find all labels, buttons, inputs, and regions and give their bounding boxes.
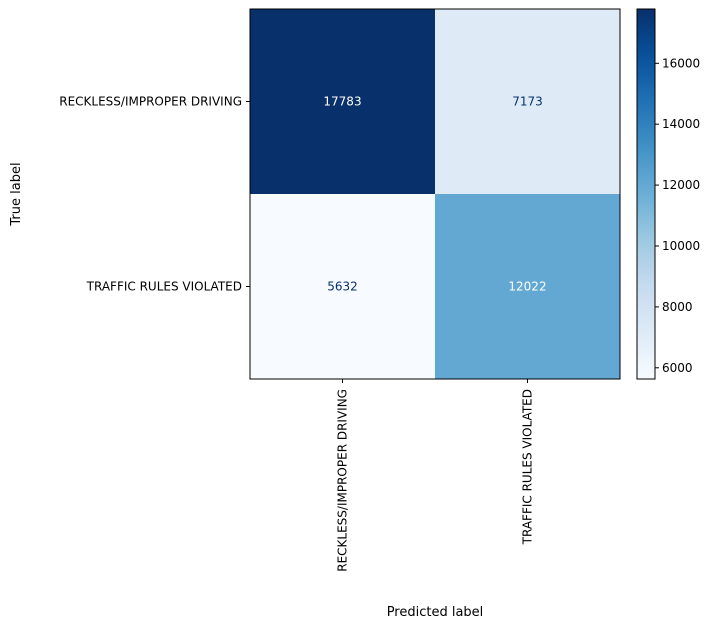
colorbar-tick-label: 16000 [662,56,700,70]
colorbar: 6000 8000 10000 12000 14000 16000 [636,8,700,380]
heatmap-cell [250,9,436,195]
cell-value-label: 7173 [512,95,543,109]
cell-value-label: 17783 [323,95,361,109]
colorbar-tick-label: 12000 [662,178,700,192]
x-axis-ticks: RECKLESS/IMPROPER DRIVING TRAFFIC RULES V… [336,379,535,572]
y-axis-ticks: RECKLESS/IMPROPER DRIVING TRAFFIC RULES V… [59,95,250,294]
y-tick-label: TRAFFIC RULES VIOLATED [86,280,242,294]
colorbar-gradient [636,8,656,380]
x-axis-label: Predicted label [387,605,484,620]
colorbar-tick-label: 14000 [662,117,700,131]
colorbar-tick-label: 6000 [662,361,693,375]
colorbar-tick-label: 8000 [662,300,693,314]
y-tick-label: RECKLESS/IMPROPER DRIVING [59,95,242,109]
colorbar-tick-label: 10000 [662,239,700,253]
x-tick-label: RECKLESS/IMPROPER DRIVING [336,389,350,572]
plot-frame [249,8,621,380]
y-axis-label: True label [9,162,24,226]
heatmap-cells: 17783 7173 5632 12022 [250,9,621,380]
heatmap-cell [250,194,436,380]
heatmap-cell [435,9,621,195]
heatmap-cell [435,194,621,380]
cell-value-label: 5632 [327,280,358,294]
colorbar-ticks: 6000 8000 10000 12000 14000 16000 [655,56,700,375]
x-tick-label: TRAFFIC RULES VIOLATED [521,389,535,545]
cell-value-label: 12022 [508,280,546,294]
